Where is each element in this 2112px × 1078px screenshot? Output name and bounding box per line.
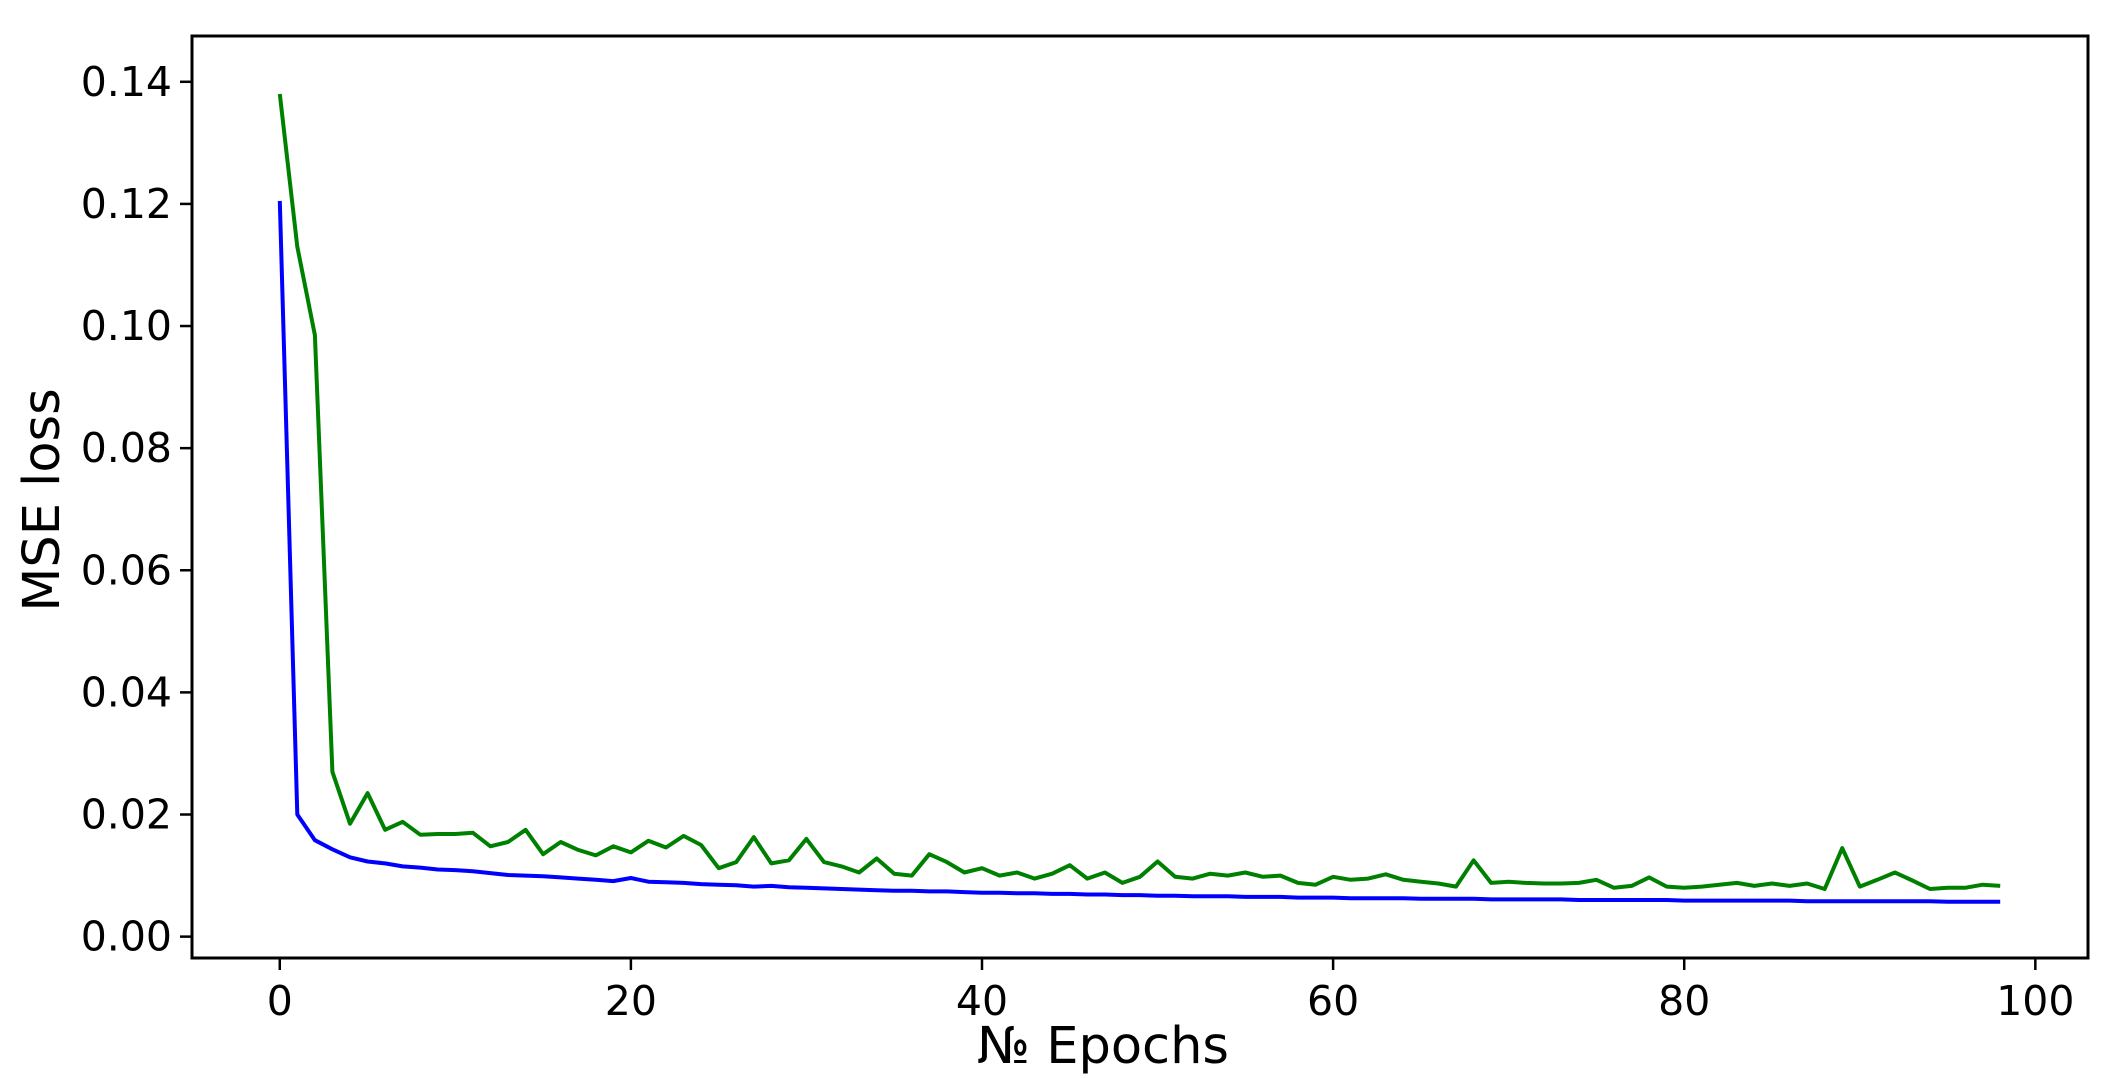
series-layer (277, 93, 2001, 904)
y-tick-label: 0.02 (81, 791, 172, 839)
x-tick-label: 60 (1307, 977, 1359, 1025)
y-tick-label: 0.14 (81, 58, 172, 106)
x-tick-label: 100 (1996, 977, 2074, 1025)
y-tick-label: 0.00 (81, 913, 172, 961)
x-tick-label: 40 (956, 977, 1008, 1025)
y-tick-label: 0.04 (81, 668, 172, 716)
x-tick-label: 20 (605, 977, 657, 1025)
y-axis-label: MSE loss (13, 388, 72, 611)
ticks-layer: 0 20 40 60 80 100 0.00 0.02 0.04 0.06 0.08 0.10 0.12… (81, 58, 2075, 1025)
x-axis-label: № Epochs (977, 1017, 1229, 1076)
x-tick-label: 80 (1658, 977, 1710, 1025)
y-tick-label: 0.06 (81, 546, 172, 594)
y-tick-label: 0.10 (81, 302, 172, 350)
y-tick-label: 0.12 (81, 180, 172, 228)
series-line-2 (277, 93, 2001, 891)
y-tick-label: 0.08 (81, 424, 172, 472)
x-tick-label: 0 (267, 977, 293, 1025)
series-line-1 (277, 200, 2001, 904)
plot-frame (190, 34, 2090, 960)
